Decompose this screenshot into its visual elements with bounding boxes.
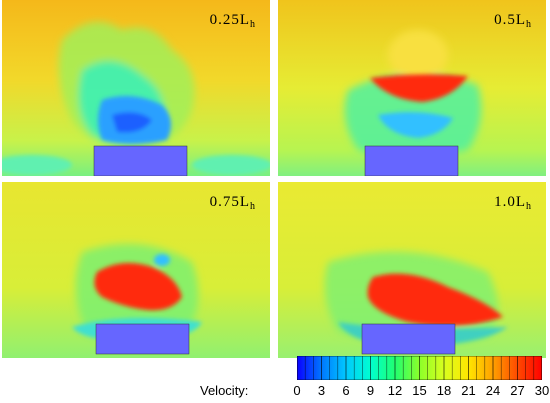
colorbar-tick-label: 27 [510,383,525,398]
colorbar-tick-label: 3 [317,383,326,398]
flow-field-1.0lh [278,182,546,358]
colorbar-tick-label: 9 [366,383,375,398]
velocity-colorbar [297,356,542,380]
panel-label: 0.25Lh [209,12,256,30]
colorbar-tick-label: 12 [387,383,403,398]
colorbar-title: Velocity: [200,383,249,398]
panel-label: 1.0Lh [494,194,532,212]
colorbar-tick-label: 21 [461,383,476,398]
obstacle-block [364,145,459,176]
colorbar-tick-label: 24 [485,383,501,398]
flow-field-0.25lh [2,0,270,176]
colorbar-tick-label: 18 [436,383,452,398]
colorbar-tick-label: 15 [412,383,427,398]
colorbar-tick-label: 0 [293,383,301,398]
flow-panel-0.5lh: 0.5Lh [278,0,546,176]
colorbar-tick-label: 6 [342,383,350,398]
obstacle-block [95,323,190,355]
flow-panel-0.25lh: 0.25Lh [2,0,270,176]
flow-field-0.5lh [278,0,546,176]
obstacle-block [361,323,456,355]
panel-label: 0.5Lh [494,12,532,30]
flow-panel-1.0lh: 1.0Lh [278,182,546,358]
flow-panel-0.75lh: 0.75Lh [2,182,270,358]
flow-field-0.75lh [2,182,270,358]
colorbar-tick-label: 30 [534,383,550,398]
obstacle-block [93,145,188,176]
panel-label: 0.75Lh [209,194,256,212]
